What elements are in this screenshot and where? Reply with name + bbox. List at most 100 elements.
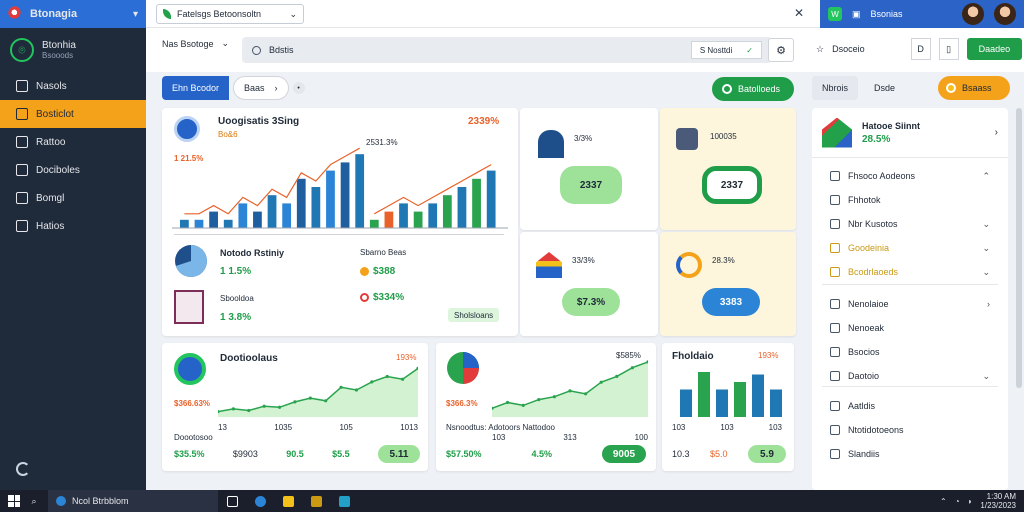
right-panel-item[interactable]: Goodeinia ⌄ xyxy=(812,236,1008,260)
mini2-pill[interactable]: 2337 xyxy=(702,166,762,204)
search-input[interactable]: Bdstis xyxy=(269,45,294,55)
toolbar-toggle-button[interactable]: ▯ xyxy=(938,38,959,60)
right-panel-item[interactable]: Aatldis xyxy=(812,394,1008,418)
search-filter-chip[interactable]: S Nosttdi ✓ xyxy=(690,41,762,59)
mini-card-2: 100035 2337 xyxy=(660,108,796,230)
b3-foot-pill[interactable]: 5.9 xyxy=(748,445,786,463)
clock[interactable]: 1:30 AM 1/23/2023 xyxy=(980,492,1016,510)
brand-block: ⌾ Btonhia Bsooods xyxy=(0,28,146,72)
chart-bar xyxy=(442,195,452,228)
gauge-icon xyxy=(676,252,702,278)
primary-action-label: Daadeo xyxy=(978,44,1011,54)
orange-action-button[interactable]: Bsaass xyxy=(938,76,1010,100)
filter-button-primary[interactable]: Ehn Bcodor xyxy=(162,76,230,100)
sidebar-item-5[interactable]: Bomgl xyxy=(0,184,146,212)
filter-button-secondary[interactable]: Baas › xyxy=(233,76,289,100)
app-icon[interactable] xyxy=(330,490,358,512)
filter-secondary-label: Baas xyxy=(244,83,265,93)
chart-bar xyxy=(413,211,423,228)
kpi1-value: 1 1.5% xyxy=(220,266,252,277)
right-panel-item[interactable]: Bsocios xyxy=(812,340,1008,364)
b1-left: $366.63% xyxy=(174,399,211,408)
mini4-pill[interactable]: 3383 xyxy=(702,288,760,316)
right-panel-item[interactable]: Daotoio ⌄ xyxy=(812,364,1008,388)
avatar[interactable] xyxy=(994,3,1016,25)
b2-foot-pill[interactable]: 9005 xyxy=(601,445,646,463)
grid-icon xyxy=(16,192,28,204)
right-panel-title: Hatooe Siinnt xyxy=(862,120,920,131)
cta-button[interactable]: Batolloeds xyxy=(712,77,794,101)
home-icon xyxy=(16,80,28,92)
toolbar-small-button[interactable]: D xyxy=(910,38,931,60)
scrollbar[interactable] xyxy=(1016,108,1022,388)
right-panel-item[interactable]: Nbr Kusotos ⌄ xyxy=(812,212,1008,236)
edge-icon[interactable] xyxy=(246,490,274,512)
divider xyxy=(822,284,998,285)
view-select[interactable]: Nas Bsotoge ⌄ xyxy=(162,38,229,49)
chart-bar xyxy=(355,154,365,228)
search-bar[interactable]: Bdstis S Nosttdi ✓ xyxy=(242,37,772,63)
tab-1[interactable]: Nbrois xyxy=(812,76,859,100)
right-panel-item[interactable]: Nenoeak xyxy=(812,316,1008,340)
brand-subtitle: Bsooods xyxy=(42,51,74,60)
right-panel-item[interactable]: Slandiis xyxy=(812,442,1008,466)
taskbar-app[interactable]: Ncol Btrbblom xyxy=(48,490,218,512)
settings-button[interactable]: ⚙ xyxy=(768,38,794,62)
kpi3: $388 xyxy=(360,266,395,277)
area-fill xyxy=(218,368,418,417)
workspace-select[interactable]: Fatelsgs Betoonsoltn ⌄ xyxy=(156,4,304,24)
mini3-pill[interactable]: $7.3% xyxy=(562,288,620,316)
b1-title: Dootioolaus xyxy=(220,353,278,364)
top-right-label[interactable]: Bsonias xyxy=(870,9,903,19)
tab-2[interactable]: Dsde xyxy=(874,83,896,93)
status-badge[interactable]: Sholsloans xyxy=(448,308,500,322)
right-panel-item[interactable]: Bcodrlaoeds ⌄ xyxy=(812,260,1008,284)
right-panel-item[interactable]: Fhsoco Aodeons ⌃ xyxy=(812,164,1008,188)
store-icon[interactable] xyxy=(302,490,330,512)
right-panel-item[interactable]: Fhhotok xyxy=(812,188,1008,212)
toolbar-right-label[interactable]: Dsoceio xyxy=(832,44,865,54)
mini1-pill[interactable]: 2337 xyxy=(560,166,622,204)
volume-icon[interactable]: ◗ xyxy=(967,496,973,506)
doc-icon xyxy=(16,136,28,148)
sidebar-item-3[interactable]: Rattoo xyxy=(0,128,146,156)
right-panel-item-label: Fhhotok xyxy=(848,195,881,205)
search-icon[interactable]: ⌕ xyxy=(31,495,37,506)
pen-icon xyxy=(830,323,840,333)
chart-bar xyxy=(311,187,321,228)
area-point xyxy=(568,389,572,393)
right-panel-item[interactable]: Nenolaioe › xyxy=(812,292,1008,316)
overview-pct-mid: 2531.3% xyxy=(366,138,398,147)
kpi3-value: $388 xyxy=(373,266,396,277)
right-panel-item[interactable]: Ntotidotoeons xyxy=(812,418,1008,442)
b3-col: 103 xyxy=(672,423,686,432)
task-view-icon[interactable] xyxy=(218,490,246,512)
area-point xyxy=(584,392,588,396)
network-icon[interactable]: ◔ xyxy=(954,496,960,506)
primary-action-button[interactable]: Daadeo xyxy=(966,38,1023,60)
right-panel-header[interactable]: Hatooe Siinnt 28.5% › xyxy=(812,108,1008,158)
refresh-icon[interactable] xyxy=(16,462,30,476)
windows-start-icon[interactable] xyxy=(8,495,20,507)
area-point xyxy=(385,374,389,379)
calendar-icon[interactable]: ▣ xyxy=(852,8,861,19)
area-point xyxy=(401,377,405,381)
sidebar-item-4[interactable]: Dociboles xyxy=(0,156,146,184)
sidebar-item-2[interactable]: Bosticlot xyxy=(0,100,146,128)
app-badge-icon[interactable]: W xyxy=(828,7,842,21)
star-icon[interactable]: ☆ xyxy=(816,43,825,54)
chevron-down-icon[interactable]: ▾ xyxy=(132,8,138,20)
b3-foot-value: 10.3 xyxy=(672,449,690,459)
chevron-up-icon[interactable]: ⌃ xyxy=(940,496,947,506)
close-icon[interactable]: ✕ xyxy=(794,6,805,20)
kpi2-title: Sbooldoa xyxy=(220,294,254,303)
right-panel-value: 28.5% xyxy=(862,133,891,145)
sidebar-item-6[interactable]: Hatios xyxy=(0,212,146,240)
folder-icon[interactable] xyxy=(274,490,302,512)
sidebar-item-1[interactable]: Nasols xyxy=(0,72,146,100)
more-icon[interactable]: • xyxy=(292,82,305,94)
b3-foot: 10.3 $5.0 5.9 xyxy=(672,445,786,463)
chart-bar xyxy=(267,195,277,228)
b1-foot-pill[interactable]: 5.11 xyxy=(378,445,420,463)
avatar[interactable] xyxy=(962,3,984,25)
